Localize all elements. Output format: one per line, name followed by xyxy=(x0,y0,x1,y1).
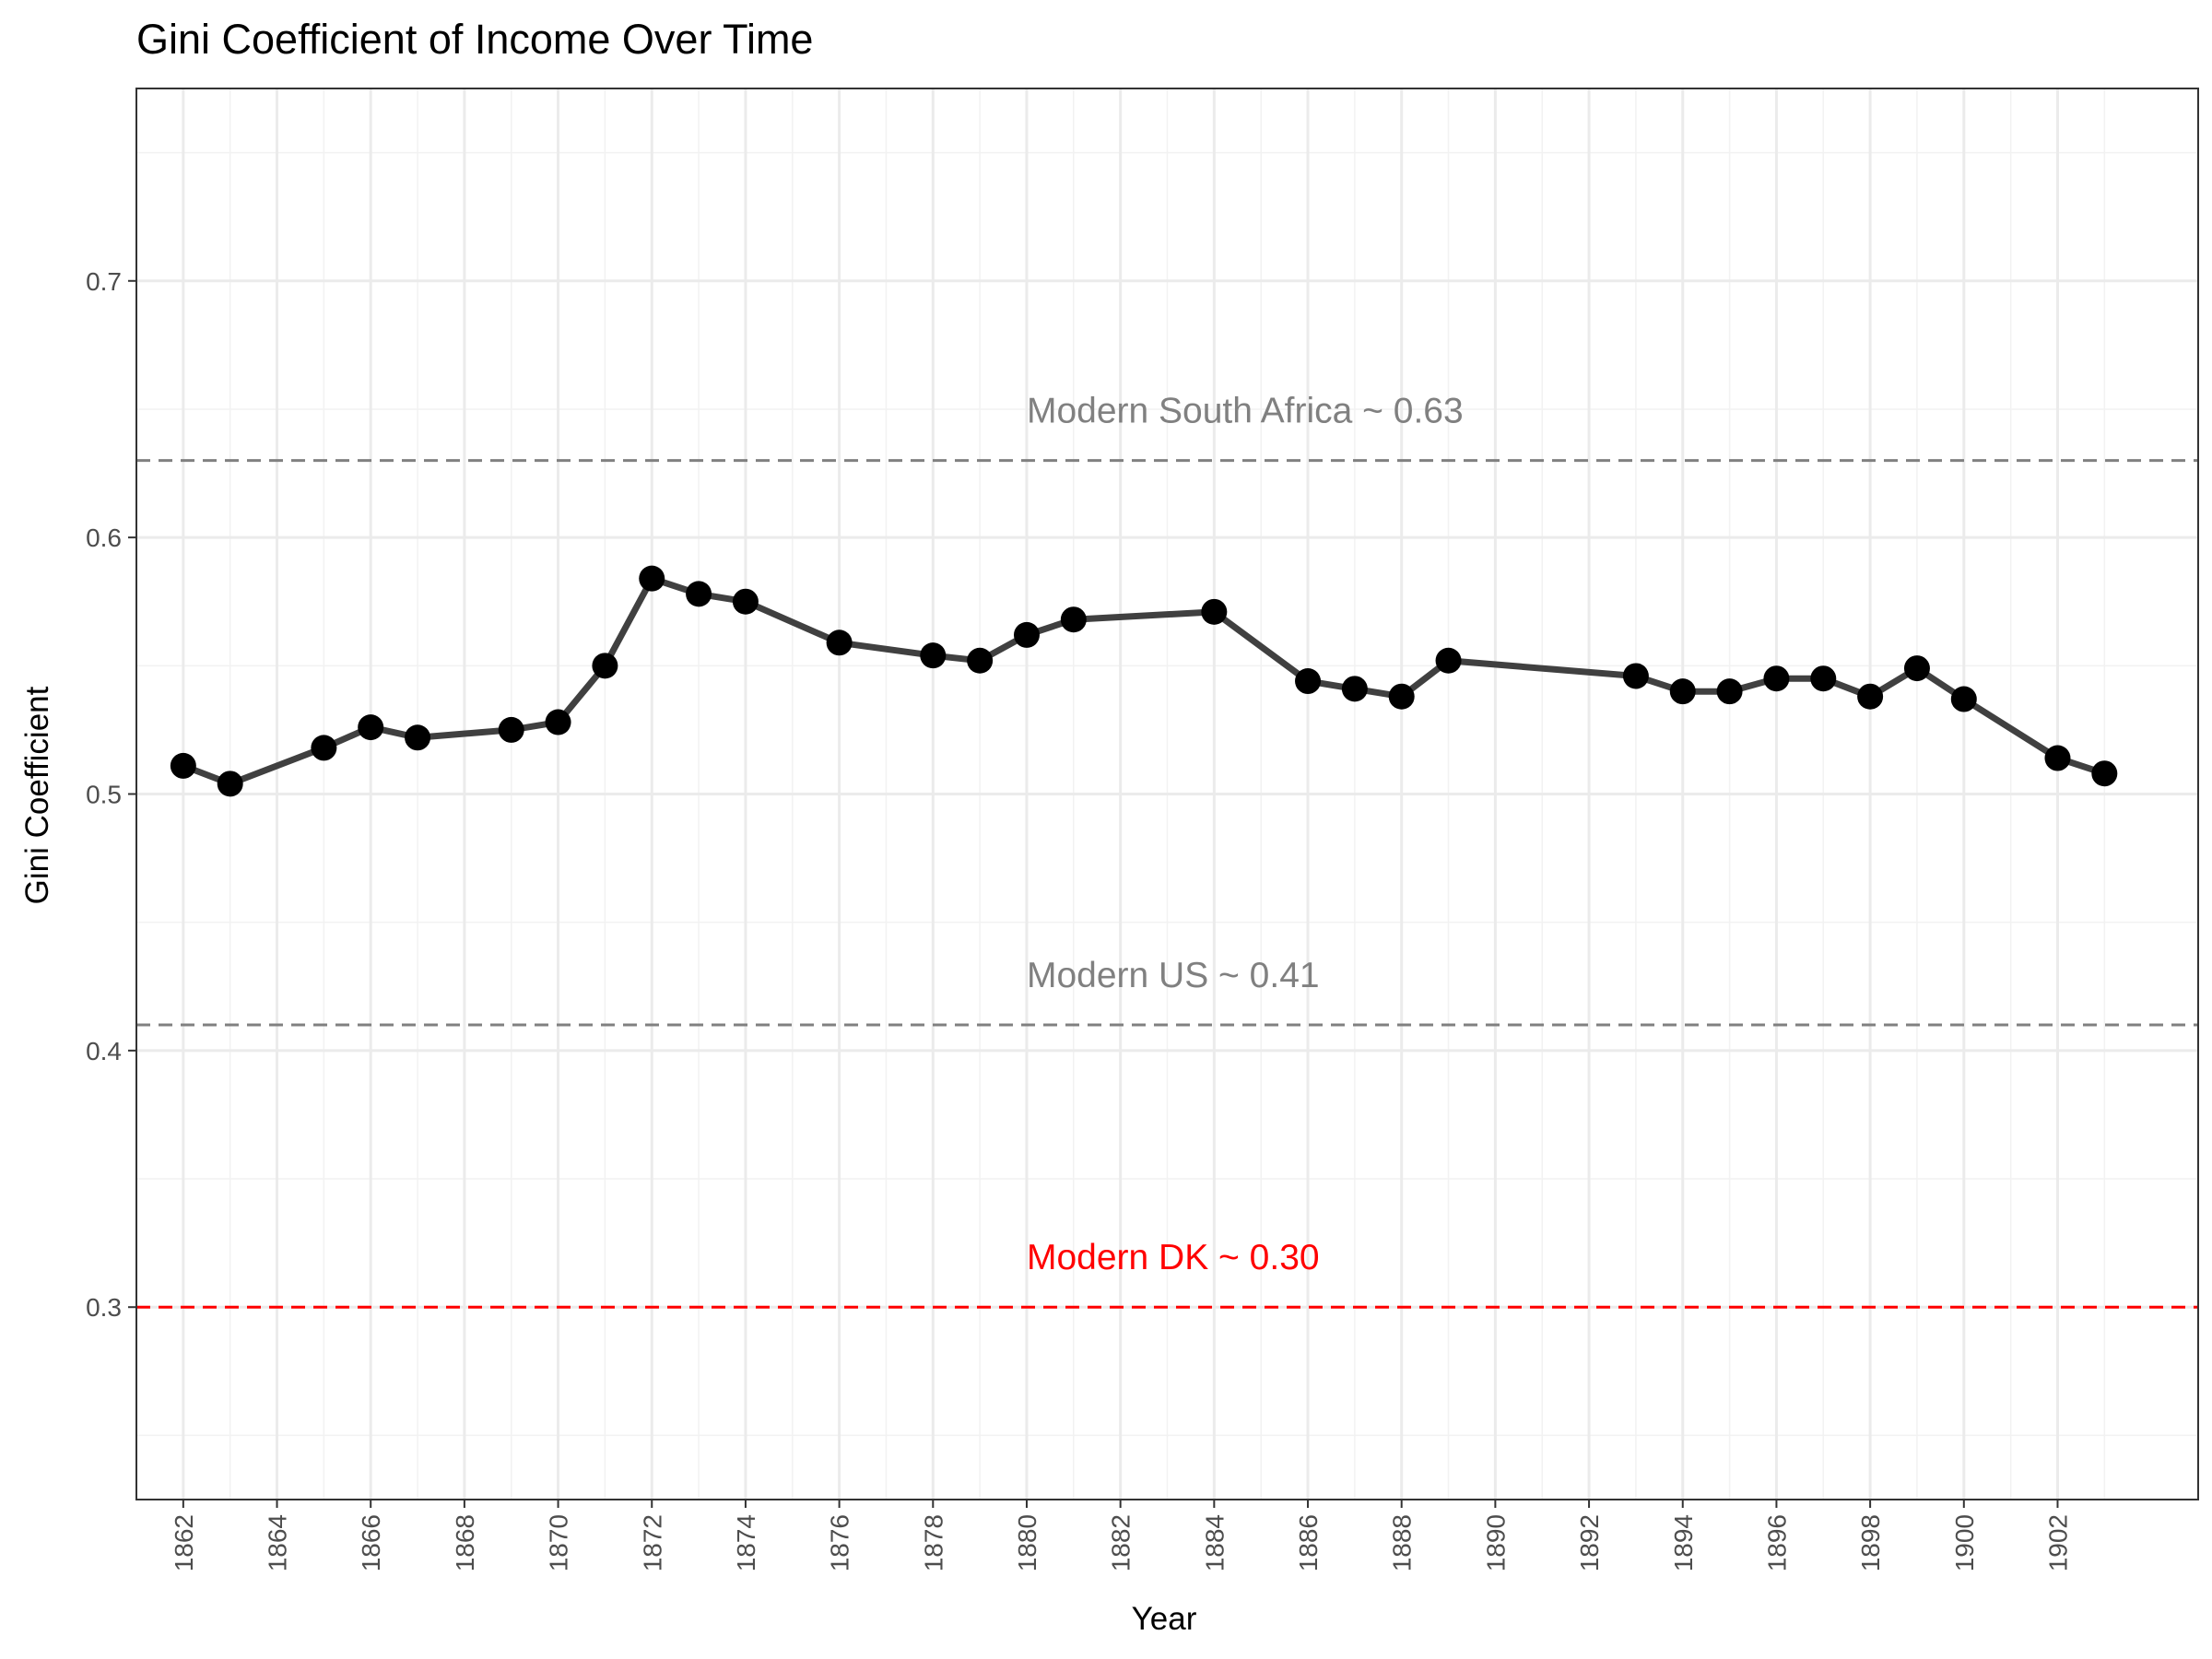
y-tick-label: 0.7 xyxy=(86,267,122,296)
x-tick-label: 1896 xyxy=(1762,1514,1791,1571)
x-tick-label: 1892 xyxy=(1575,1514,1604,1571)
data-point xyxy=(920,642,947,669)
x-tick-label: 1898 xyxy=(1856,1514,1885,1571)
data-point xyxy=(170,752,196,779)
data-point xyxy=(498,716,524,743)
chart-title: Gini Coefficient of Income Over Time xyxy=(136,16,813,63)
data-point xyxy=(311,735,337,761)
y-tick-label: 0.4 xyxy=(86,1037,122,1065)
x-tick-label: 1866 xyxy=(357,1514,385,1571)
data-point xyxy=(1060,606,1087,633)
data-point xyxy=(1669,678,1696,705)
data-point xyxy=(1388,683,1415,710)
x-tick-label: 1876 xyxy=(826,1514,854,1571)
x-tick-label: 1872 xyxy=(638,1514,666,1571)
x-tick-label: 1902 xyxy=(2043,1514,2072,1571)
reference-line-label: Modern US ~ 0.41 xyxy=(1027,956,1320,995)
data-point xyxy=(2044,745,2071,771)
data-point xyxy=(1013,621,1040,648)
x-tick-label: 1884 xyxy=(1200,1514,1229,1571)
data-point xyxy=(639,565,665,592)
y-axis-title: Gini Coefficient xyxy=(19,686,55,904)
data-point xyxy=(1810,665,1837,692)
data-point xyxy=(217,771,243,797)
data-point xyxy=(686,581,712,607)
data-series xyxy=(170,565,2118,797)
data-point xyxy=(2091,760,2118,787)
data-point xyxy=(1716,678,1743,705)
reference-line-label: Modern South Africa ~ 0.63 xyxy=(1027,392,1464,431)
data-point xyxy=(358,714,384,741)
x-tick-label: 1880 xyxy=(1013,1514,1041,1571)
data-point xyxy=(1857,683,1884,710)
x-tick-label: 1886 xyxy=(1294,1514,1323,1571)
x-tick-label: 1862 xyxy=(170,1514,198,1571)
data-point xyxy=(967,647,994,674)
data-point xyxy=(1295,668,1322,695)
data-point xyxy=(1201,598,1228,625)
data-point xyxy=(1950,686,1977,712)
y-tick-label: 0.5 xyxy=(86,781,122,809)
data-point xyxy=(1763,665,1790,692)
x-tick-label: 1874 xyxy=(732,1514,760,1571)
x-tick-label: 1900 xyxy=(1950,1514,1979,1571)
x-tick-label: 1894 xyxy=(1669,1514,1698,1571)
data-point xyxy=(1435,647,1462,674)
data-point xyxy=(826,629,853,656)
data-point xyxy=(592,653,618,679)
x-tick-label: 1882 xyxy=(1107,1514,1135,1571)
data-point xyxy=(405,724,431,751)
x-tick-label: 1890 xyxy=(1481,1514,1510,1571)
reference-lines: Modern South Africa ~ 0.63 Modern US ~ 0.… xyxy=(136,392,2198,1309)
x-tick-label: 1868 xyxy=(451,1514,479,1571)
x-axis-title: Year xyxy=(1132,1601,1197,1637)
x-tick-label: 1864 xyxy=(264,1514,292,1571)
x-tick-label: 1878 xyxy=(919,1514,947,1571)
data-point xyxy=(732,588,759,615)
data-point xyxy=(1341,676,1368,702)
y-tick-label: 0.3 xyxy=(86,1293,122,1322)
axes: 1862 1864 1866 1868 1870 1872 1874 1876 1878 1880… xyxy=(86,88,2199,1571)
data-point xyxy=(1622,663,1649,689)
x-tick-label: 1870 xyxy=(545,1514,573,1571)
x-tick-label: 1888 xyxy=(1388,1514,1417,1571)
data-point xyxy=(1903,655,1930,682)
y-tick-label: 0.6 xyxy=(86,524,122,552)
reference-line-label: Modern DK ~ 0.30 xyxy=(1027,1238,1320,1277)
data-point xyxy=(545,709,571,735)
